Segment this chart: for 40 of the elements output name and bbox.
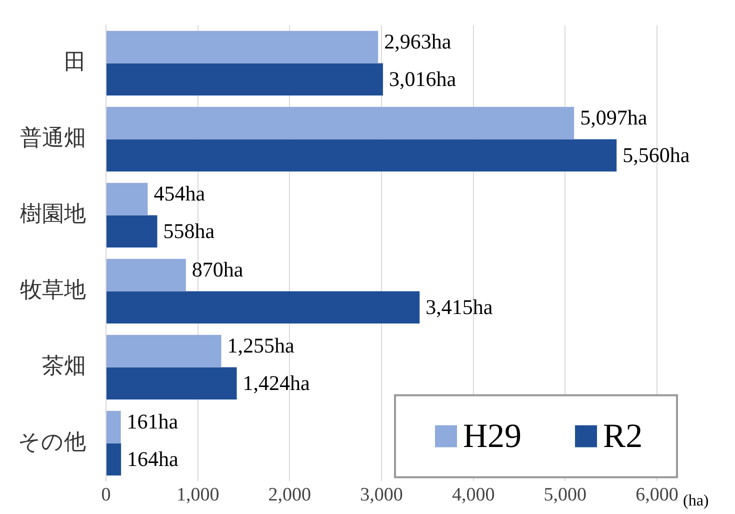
y-tick-label: 普通畑 — [20, 126, 86, 151]
y-tick-label: 樹園地 — [20, 202, 86, 227]
bar — [106, 258, 186, 292]
data-label: 558ha — [163, 218, 216, 243]
y-tick-label: その他 — [18, 430, 86, 455]
bar — [106, 182, 148, 216]
y-tick-label: 牧草地 — [20, 278, 86, 303]
data-label: 3,016ha — [388, 66, 457, 91]
y-tick-label: 茶畑 — [42, 354, 86, 379]
data-label: 5,097ha — [580, 106, 648, 130]
data-label: 1,424ha — [242, 370, 311, 395]
bar — [106, 106, 574, 140]
x-tick-label: 3,000 — [360, 484, 403, 506]
data-label: 164ha — [127, 446, 180, 471]
x-tick-label: 4,000 — [452, 484, 495, 506]
data-label: 161ha — [126, 410, 179, 434]
bar — [106, 291, 420, 324]
x-tick-label: 5,000 — [544, 484, 587, 506]
bar — [106, 30, 378, 64]
bar — [106, 410, 121, 444]
bar — [106, 334, 222, 368]
x-tick-label: 6,000 — [636, 484, 678, 506]
x-tick-label: 2,000 — [268, 484, 312, 506]
legend-label: R2 — [603, 418, 643, 456]
data-label: 870ha — [192, 258, 244, 282]
legend-label: H29 — [463, 418, 522, 456]
x-tick-label: 0 — [101, 484, 111, 506]
x-tick-label: 1,000 — [176, 484, 220, 506]
x-axis-title: (ha) — [683, 492, 709, 510]
data-label: 3,415ha — [426, 294, 494, 319]
data-label: 2,963ha — [384, 30, 452, 54]
bar — [106, 215, 158, 248]
bar — [106, 443, 122, 476]
data-label: 1,255ha — [227, 334, 295, 358]
bar — [106, 367, 237, 400]
y-tick-label: 田 — [64, 50, 86, 75]
bar — [106, 139, 617, 172]
data-label: 454ha — [154, 182, 206, 206]
bar — [106, 63, 383, 96]
data-label: 5,560ha — [622, 142, 690, 167]
